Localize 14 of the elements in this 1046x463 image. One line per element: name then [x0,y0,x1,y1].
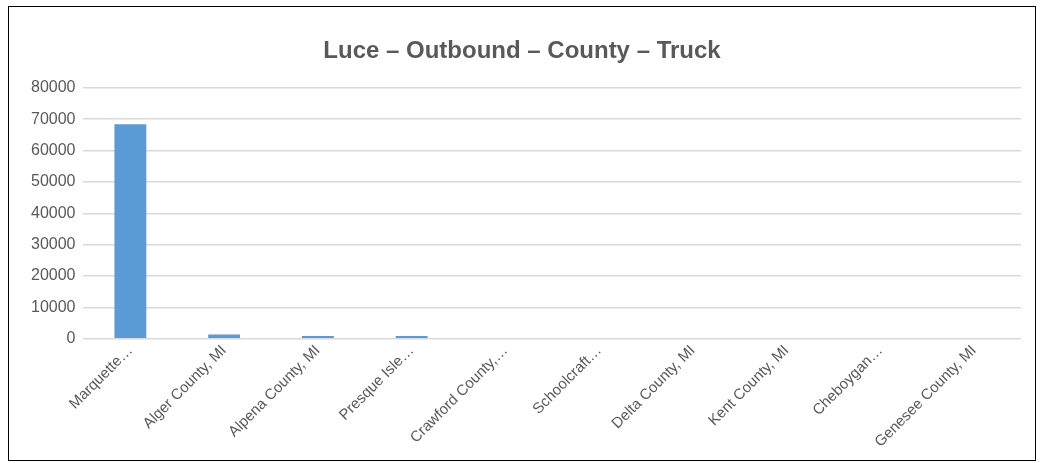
y-tick-label: 30000 [30,235,76,253]
bar [301,335,334,339]
y-tick-label: 0 [66,329,76,347]
y-tick-label: 10000 [30,297,76,315]
y-tick-label: 60000 [30,140,76,158]
chart-title: Luce – Outbound – County – Truck [323,36,722,64]
bar [114,124,147,339]
y-tick-label: 20000 [30,266,76,284]
bar [395,335,428,339]
y-tick-label: 80000 [30,78,76,96]
bar [208,334,241,339]
y-tick-label: 40000 [30,203,76,221]
y-tick-label: 70000 [30,109,76,127]
y-tick-label: 50000 [30,172,76,190]
